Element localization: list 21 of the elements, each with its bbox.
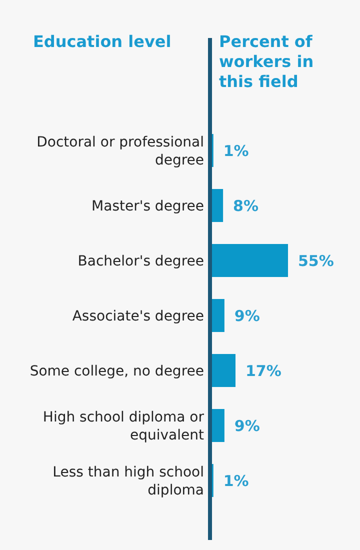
y-axis-title: Education level [33, 32, 172, 51]
bar [212, 409, 224, 442]
y-tick-label: Less than high school diploma [52, 464, 204, 498]
data-label: 9% [234, 306, 260, 325]
data-label: 17% [245, 362, 282, 380]
data-label: 1% [223, 472, 249, 490]
bar [212, 354, 236, 387]
bar [212, 189, 224, 222]
x-axis-title: Percent of workers in this field [219, 32, 314, 91]
data-label: 8% [233, 196, 259, 215]
y-tick-label: Doctoral or professional degree [36, 134, 204, 168]
y-tick-label: High school diploma or equivalent [42, 409, 205, 444]
y-tick-label: Some college, no degree [30, 363, 204, 380]
y-tick-label: Associate's degree [72, 308, 204, 324]
data-label: 1% [223, 142, 249, 160]
bar [212, 244, 288, 277]
y-tick-label: Master's degree [92, 198, 204, 214]
y-tick-label: Bachelor's degree [78, 253, 204, 270]
data-label: 9% [234, 416, 260, 435]
bar [212, 299, 224, 332]
data-label: 55% [298, 252, 334, 270]
